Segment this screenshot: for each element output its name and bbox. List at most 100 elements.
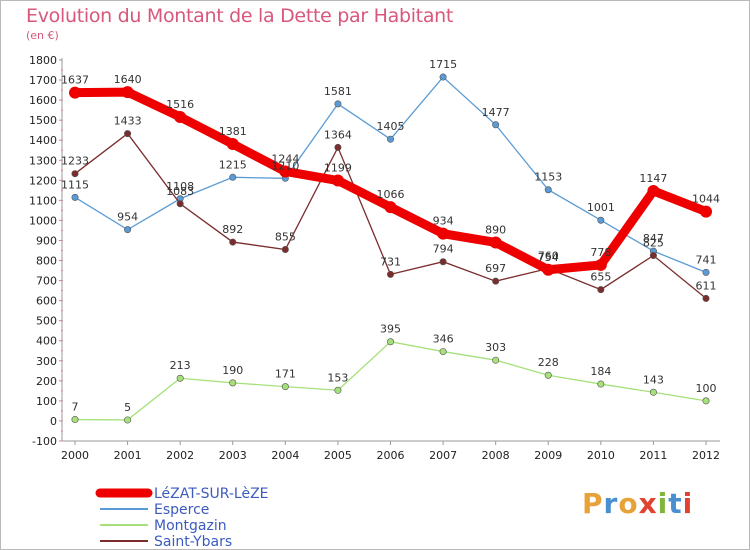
data-point	[121, 86, 134, 99]
data-point	[69, 86, 81, 99]
data-label: 395	[380, 323, 401, 336]
y-tick-label: 600	[36, 295, 57, 308]
data-label: 5	[124, 401, 131, 414]
data-point	[279, 165, 292, 178]
data-label: 1115	[61, 178, 89, 191]
data-label: 855	[275, 230, 296, 243]
data-point	[281, 245, 289, 253]
y-tick-label: 900	[36, 234, 57, 247]
data-label: 7	[72, 401, 79, 414]
data-point	[124, 130, 132, 138]
data-label: 1405	[377, 120, 405, 133]
data-point	[384, 201, 397, 214]
chart-subtitle: (en €)	[26, 29, 59, 42]
data-point	[71, 170, 79, 178]
y-tick-label: 1500	[29, 114, 57, 127]
data-point	[226, 138, 239, 151]
x-tick-label: 2006	[377, 449, 405, 462]
legend-label: Montgazin	[154, 518, 227, 534]
data-label: 1244	[271, 152, 299, 165]
data-label: 1108	[166, 180, 194, 193]
data-point	[544, 371, 552, 379]
y-tick-label: 1800	[29, 54, 57, 67]
data-point	[439, 73, 447, 81]
data-label: 303	[485, 341, 506, 354]
data-label: 1715	[429, 58, 457, 71]
data-point	[597, 286, 605, 294]
data-label: 794	[433, 243, 454, 256]
data-label: 1210	[271, 159, 299, 172]
logo-letter: r	[603, 487, 619, 520]
data-label: 143	[643, 373, 664, 386]
data-label: 655	[590, 271, 611, 284]
data-label: 760	[538, 250, 559, 263]
y-tick-label: 1200	[29, 174, 57, 187]
logo-letter: t	[668, 487, 683, 520]
data-point	[124, 416, 132, 424]
y-tick-label: 800	[36, 255, 57, 268]
y-tick-label: 100	[36, 395, 57, 408]
data-label: 1433	[114, 115, 142, 128]
data-label: 184	[590, 365, 611, 378]
data-label: 934	[433, 215, 454, 228]
data-label: 1066	[377, 188, 405, 201]
y-tick-label: 1400	[29, 134, 57, 147]
data-label: 754	[538, 251, 559, 264]
data-point	[649, 252, 657, 260]
data-point	[124, 226, 132, 234]
data-point	[492, 121, 500, 129]
data-point	[386, 270, 394, 278]
data-label: 611	[696, 279, 717, 292]
data-label: 847	[643, 232, 664, 245]
logo-letter: P	[582, 487, 604, 520]
data-point	[331, 174, 344, 187]
data-label: 1516	[166, 98, 194, 111]
y-tick-label: 1000	[29, 214, 57, 227]
data-label: 731	[380, 255, 401, 268]
data-point	[71, 416, 79, 424]
data-point	[489, 236, 502, 249]
data-point	[176, 374, 184, 382]
data-label: 825	[643, 237, 664, 250]
data-point	[544, 186, 552, 194]
legend-label: LéZAT-SUR-LèZE	[154, 486, 269, 502]
y-tick-label: 1300	[29, 154, 57, 167]
data-point	[492, 277, 500, 285]
data-label: 1381	[219, 125, 247, 138]
data-label: 1083	[166, 185, 194, 198]
data-label: 1199	[324, 162, 352, 175]
data-label: 213	[170, 359, 191, 372]
data-label: 153	[327, 371, 348, 384]
x-tick-label: 2005	[324, 449, 352, 462]
data-point	[174, 110, 187, 123]
y-tick-label: 1100	[29, 194, 57, 207]
data-label: 778	[590, 246, 611, 259]
data-label: 1581	[324, 85, 352, 98]
y-tick-label: -100	[32, 435, 57, 448]
data-label: 697	[485, 262, 506, 275]
x-tick-label: 2003	[219, 449, 247, 462]
x-tick-label: 2011	[639, 449, 667, 462]
data-label: 741	[696, 253, 717, 266]
x-tick-label: 2002	[166, 449, 194, 462]
data-label: 1147	[639, 172, 667, 185]
logo-letter: o	[618, 487, 639, 520]
x-tick-label: 2010	[587, 449, 615, 462]
y-tick-label: 300	[36, 355, 57, 368]
data-point	[649, 388, 657, 396]
data-label: 1233	[61, 155, 89, 168]
data-label: 892	[222, 223, 243, 236]
data-point	[437, 227, 450, 240]
data-label: 1044	[692, 193, 720, 206]
data-label: 1001	[587, 201, 615, 214]
data-point	[71, 193, 79, 201]
data-point	[176, 200, 184, 208]
data-label: 954	[117, 211, 138, 224]
data-point	[542, 263, 555, 276]
data-point	[281, 383, 289, 391]
data-point	[439, 258, 447, 266]
data-label: 1153	[534, 171, 562, 184]
data-label: 1364	[324, 128, 352, 141]
y-tick-label: 1600	[29, 94, 57, 107]
